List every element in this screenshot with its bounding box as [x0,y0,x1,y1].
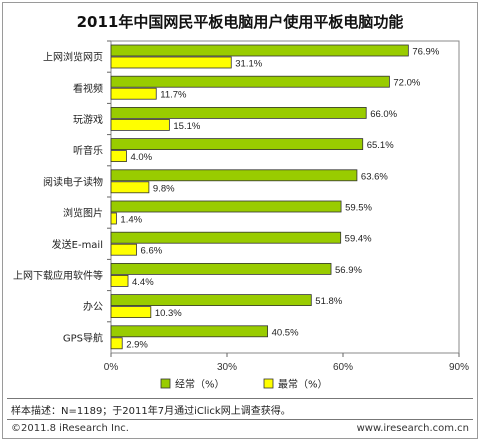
data-label-often: 72.0% [393,78,420,89]
legend-swatch-often [160,378,171,389]
data-label-often: 65.1% [367,140,394,151]
bar-often [110,44,409,57]
bar-most-often [110,150,127,163]
bar-often [110,75,390,88]
bar-most-often [110,306,152,319]
bar-often [110,200,342,213]
sample-note: 样本描述：N=1189；于2011年7月通过iClick网上调查获得。 [11,406,291,417]
data-label-most-often: 1.4% [120,215,142,226]
bar-most-often [110,243,137,256]
category-label: GPS导航 [63,331,103,344]
data-label-often: 76.9% [412,47,439,58]
data-label-often: 51.8% [315,296,342,307]
bar-often [110,107,367,119]
data-label-most-often: 31.1% [235,59,262,70]
data-label-often: 56.9% [335,265,362,276]
bar-chart: 0% 30% 60% 90% 上网浏览网页 76.9% 31.1% 看视频 72.0% 11.7%… [13,40,469,391]
website-text: www.iresearch.com.cn [356,423,469,434]
bar-most-often [110,181,150,194]
data-label-most-often: 6.6% [141,246,163,257]
chart-title: 2011年中国网民平板电脑用户使用平板电脑功能 [76,13,404,31]
x-tick-label: 60% [333,362,353,373]
data-label-most-often: 15.1% [173,121,200,132]
footer-divider-top [7,398,473,399]
bar-most-often [110,119,170,131]
bar-most-often [110,87,157,100]
data-label-most-often: 2.9% [126,339,148,350]
bar-most-often [110,56,232,69]
legend-label-most-often: 最常（%） [278,378,328,391]
legend-swatch-most-often [263,378,274,389]
bar-most-often [110,212,117,225]
category-label: 发送E-mail [52,238,103,251]
legend-label-often: 经常（%） [175,378,225,391]
category-label: 玩游戏 [73,113,103,126]
bar-most-often [110,274,129,287]
data-label-most-often: 4.0% [130,152,152,163]
category-label: 上网下载应用软件等 [13,269,103,282]
data-label-often: 66.0% [370,109,397,120]
bar-often [110,262,332,275]
copyright-text: ©2011.8 iResearch Inc. [11,423,129,434]
bar-often [110,138,364,151]
category-label: 听音乐 [73,144,103,157]
data-label-often: 59.5% [345,203,372,214]
data-label-most-often: 10.3% [155,308,182,319]
bar-often [110,231,342,244]
footer-divider-bottom [7,419,473,420]
data-label-most-often: 9.8% [153,183,175,194]
x-tick-label: 30% [217,362,237,373]
data-label-most-often: 11.7% [160,90,187,101]
bar-often [110,325,269,338]
x-tick-label: 90% [449,362,469,373]
bar-often [110,169,358,182]
data-label-often: 63.6% [361,171,388,182]
category-label: 上网浏览网页 [43,51,103,64]
data-label-most-often: 4.4% [132,277,154,288]
category-label: 办公 [83,300,103,313]
bar-often [110,294,312,307]
bar-most-often [110,337,123,350]
category-label: 看视频 [73,82,103,95]
data-label-often: 40.5% [272,327,299,338]
data-label-often: 59.4% [345,234,372,245]
category-label: 浏览图片 [63,207,103,220]
category-label: 阅读电子读物 [43,175,103,188]
x-tick-label: 0% [104,362,119,373]
